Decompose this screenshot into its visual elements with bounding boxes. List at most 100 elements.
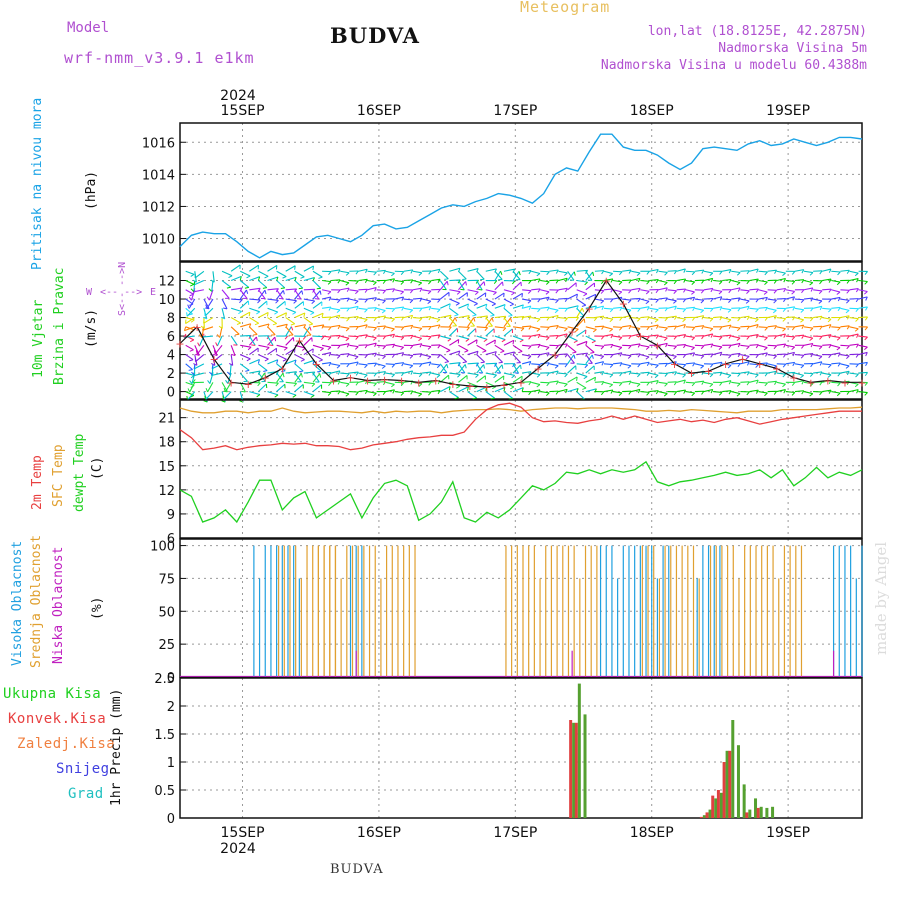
wind-barb-feather bbox=[646, 326, 650, 331]
wind-barb-feather bbox=[528, 270, 532, 275]
wind-barb bbox=[740, 298, 750, 302]
wind-barb-feather bbox=[637, 373, 641, 378]
wind-barb-feather bbox=[809, 383, 814, 387]
wind-barb bbox=[576, 381, 587, 389]
wind-barb bbox=[276, 270, 287, 278]
wind-barb-feather bbox=[374, 352, 377, 357]
wind-barb-feather bbox=[828, 354, 832, 359]
wind-barb bbox=[594, 344, 604, 347]
wind-speed-marker: + bbox=[772, 362, 781, 375]
wind-barb bbox=[431, 363, 441, 366]
wind-barb bbox=[813, 298, 823, 302]
wind-barb-feather bbox=[190, 283, 195, 287]
wind-barb bbox=[294, 289, 302, 300]
wind-barb bbox=[385, 326, 395, 330]
wind-barb-feather bbox=[673, 325, 678, 330]
wind-barb bbox=[576, 329, 587, 337]
wind-barb-feather bbox=[263, 370, 268, 372]
wind-barb bbox=[185, 280, 195, 285]
wind-barb-feather bbox=[601, 371, 605, 376]
wind-barb bbox=[422, 344, 432, 348]
wind-barb-feather bbox=[755, 308, 759, 313]
wind-barb bbox=[722, 372, 732, 376]
wind-barb bbox=[229, 363, 232, 375]
wind-barb bbox=[207, 382, 214, 393]
wind-barb bbox=[603, 389, 613, 393]
wind-barb-feather bbox=[510, 317, 513, 323]
wind-barb bbox=[722, 324, 732, 328]
wind-barb-feather bbox=[521, 387, 524, 392]
wind-barb-feather bbox=[591, 354, 594, 359]
wind-barb-feather bbox=[473, 317, 476, 322]
wind-barb-feather bbox=[637, 343, 641, 348]
wind-barb bbox=[794, 363, 804, 366]
wind-barb bbox=[494, 315, 506, 319]
wind-barb bbox=[267, 359, 278, 365]
wind-barb bbox=[703, 297, 714, 300]
wind-barb bbox=[831, 296, 841, 300]
wind-barb-feather bbox=[773, 345, 778, 350]
wind-barb-feather bbox=[646, 362, 650, 367]
wind-barb bbox=[667, 344, 677, 347]
wind-barb bbox=[312, 324, 324, 328]
wind-barb bbox=[840, 269, 850, 272]
wind-barb-feather bbox=[564, 363, 568, 368]
wind-barb bbox=[476, 344, 487, 352]
wind-barb-feather bbox=[365, 324, 368, 329]
wind-barb-feather bbox=[600, 300, 605, 304]
wind-barb bbox=[458, 354, 468, 363]
wind-barb-feather bbox=[205, 388, 209, 393]
wind-barb-feather bbox=[195, 353, 200, 356]
wind-barb-feather bbox=[663, 337, 668, 341]
wind-barb bbox=[439, 270, 449, 280]
wind-barb bbox=[521, 361, 531, 365]
wind-barb bbox=[613, 326, 623, 328]
wind-barb-feather bbox=[303, 312, 306, 317]
wind-barb bbox=[585, 335, 596, 342]
wind-barb bbox=[558, 353, 568, 356]
wind-barb-feather bbox=[436, 364, 441, 369]
wind-barb-feather bbox=[592, 329, 597, 333]
wind-barb bbox=[831, 326, 841, 329]
wind-barb-feather bbox=[203, 400, 208, 403]
wind-barb-feather bbox=[382, 300, 386, 304]
wind-barb bbox=[422, 305, 432, 309]
wind-barb-feather bbox=[637, 363, 641, 368]
wind-barb bbox=[476, 375, 486, 383]
wind-barb-feather bbox=[585, 341, 588, 346]
wind-barb-feather bbox=[555, 345, 559, 349]
wind-barb bbox=[358, 317, 368, 320]
wind-barb bbox=[776, 277, 786, 282]
wind-barb-feather bbox=[828, 268, 832, 273]
wind-barb bbox=[230, 264, 241, 272]
wind-barb-feather bbox=[609, 273, 613, 277]
wind-barb-feather bbox=[480, 361, 485, 364]
wind-barb-feather bbox=[610, 389, 614, 394]
wind-barb-feather bbox=[691, 372, 696, 377]
wind-barb-feather bbox=[521, 293, 523, 298]
wind-barb-feather bbox=[718, 336, 723, 341]
wind-barb-feather bbox=[437, 289, 441, 293]
wind-barb-feather bbox=[556, 315, 559, 320]
wind-barb bbox=[740, 361, 750, 365]
wind-barb-feather bbox=[609, 364, 614, 368]
wind-barb bbox=[312, 301, 323, 309]
wind-barb bbox=[249, 317, 259, 324]
wind-barb bbox=[640, 306, 650, 309]
wind-barb-feather bbox=[792, 352, 796, 357]
wind-barb-feather bbox=[746, 336, 750, 340]
wind-barb bbox=[385, 270, 395, 274]
wind-barb-feather bbox=[727, 319, 732, 323]
wind-barb-feather bbox=[846, 345, 850, 350]
wind-barb-feather bbox=[710, 363, 714, 368]
wind-barb bbox=[858, 371, 868, 374]
wind-barb-feather bbox=[864, 372, 868, 377]
wind-barb bbox=[221, 298, 228, 310]
wind-barb-feather bbox=[382, 345, 386, 350]
wind-barb bbox=[585, 344, 595, 353]
wind-barb-feather bbox=[190, 288, 195, 292]
wind-barb bbox=[522, 371, 532, 374]
wind-barb bbox=[503, 298, 514, 305]
wind-barb bbox=[294, 312, 306, 319]
wind-barb-feather bbox=[581, 304, 586, 307]
